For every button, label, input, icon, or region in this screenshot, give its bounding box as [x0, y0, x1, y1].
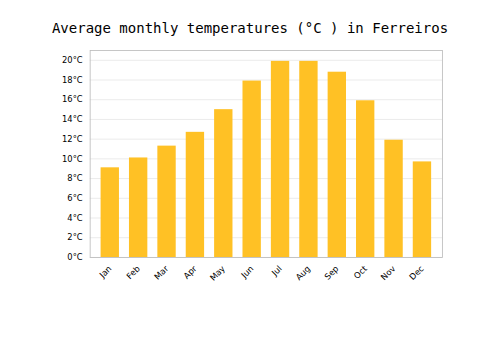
svg-text:12°C: 12°C	[62, 134, 83, 144]
svg-text:Sep: Sep	[322, 264, 340, 282]
svg-text:18°C: 18°C	[62, 75, 83, 85]
html-text:Average monthly temperatures (: Average monthly temperatures (°C ) in Fe…	[51, 20, 449, 36]
svg-text:Apr: Apr	[181, 263, 199, 281]
svg-text:16°C: 16°C	[62, 94, 83, 104]
svg-text:Nov: Nov	[379, 263, 398, 282]
svg-text:May: May	[208, 263, 227, 282]
svg-text:Feb: Feb	[124, 264, 142, 282]
svg-text:6°C: 6°C	[67, 193, 82, 203]
svg-text:Jul: Jul	[269, 264, 284, 279]
svg-text:Aug: Aug	[294, 264, 313, 283]
svg-text:4°C: 4°C	[67, 213, 82, 223]
svg-text:2°C: 2°C	[67, 232, 82, 242]
svg-text:8°C: 8°C	[67, 173, 82, 183]
svg-text:10°C: 10°C	[62, 154, 83, 164]
svg-text:Jan: Jan	[97, 264, 114, 281]
svg-text:Mar: Mar	[152, 263, 171, 282]
svg-text:Dec: Dec	[407, 263, 426, 282]
svg-text:Jun: Jun	[238, 264, 255, 281]
svg-text:Oct: Oct	[352, 263, 370, 281]
svg-text:20°C: 20°C	[62, 55, 83, 65]
svg-text:14°C: 14°C	[62, 114, 83, 124]
svg-text:0°C: 0°C	[67, 252, 82, 262]
